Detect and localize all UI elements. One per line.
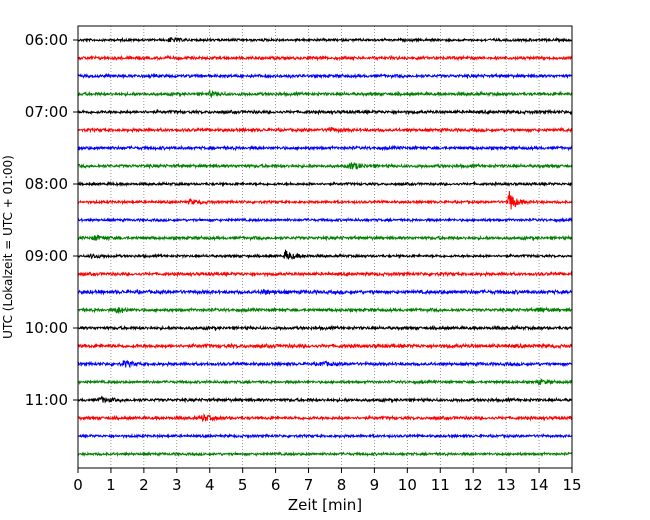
trace-line bbox=[77, 288, 573, 296]
trace-line bbox=[77, 342, 573, 350]
trace-line bbox=[77, 108, 573, 116]
x-tick-label: 5 bbox=[238, 476, 248, 494]
trace-line bbox=[77, 432, 573, 440]
trace-line bbox=[77, 306, 573, 314]
x-tick-label: 3 bbox=[172, 476, 182, 494]
x-tick-label: 12 bbox=[464, 476, 483, 494]
trace-line bbox=[77, 72, 573, 80]
trace-line bbox=[77, 190, 573, 210]
y-tick-label: 10:00 bbox=[25, 319, 68, 337]
trace-line bbox=[77, 126, 573, 134]
x-tick-label: 10 bbox=[398, 476, 417, 494]
trace-line bbox=[77, 324, 573, 332]
trace-line bbox=[77, 450, 573, 458]
x-tick-label: 8 bbox=[337, 476, 347, 494]
trace-line bbox=[77, 180, 573, 188]
trace-line bbox=[77, 162, 573, 170]
x-tick-label: 11 bbox=[431, 476, 450, 494]
y-tick-label: 11:00 bbox=[25, 391, 68, 409]
plot-frame bbox=[77, 25, 573, 469]
x-tick-label: 9 bbox=[370, 476, 380, 494]
trace-line bbox=[77, 249, 573, 261]
trace-line bbox=[77, 89, 573, 99]
y-tick-label: 09:00 bbox=[25, 247, 68, 265]
trace-line bbox=[77, 270, 573, 278]
trace-line bbox=[77, 234, 573, 242]
y-tick-label: 06:00 bbox=[25, 31, 68, 49]
trace-line bbox=[77, 413, 573, 423]
x-tick-label: 0 bbox=[73, 476, 83, 494]
y-axis-label: UTC (Lokalzeit = UTC + 01:00) bbox=[1, 155, 15, 339]
x-axis-label: Zeit [min] bbox=[288, 496, 362, 514]
x-tick-label: 15 bbox=[562, 476, 581, 494]
x-tick-label: 14 bbox=[530, 476, 549, 494]
x-tick-label: 2 bbox=[139, 476, 149, 494]
x-tick-label: 13 bbox=[497, 476, 516, 494]
trace-line bbox=[77, 54, 573, 62]
trace-line bbox=[77, 359, 573, 369]
x-tick-label: 6 bbox=[271, 476, 281, 494]
x-tick-label: 1 bbox=[106, 476, 116, 494]
y-tick-label: 08:00 bbox=[25, 175, 68, 193]
x-tick-label: 4 bbox=[205, 476, 215, 494]
trace-line bbox=[77, 377, 573, 386]
trace-line bbox=[77, 144, 573, 152]
trace-line bbox=[77, 36, 573, 44]
trace-line bbox=[77, 216, 573, 224]
y-axis-ticks: 06:00 07:00 08:00 09:00 10:00 11:00 bbox=[25, 31, 78, 409]
trace-line bbox=[77, 395, 573, 404]
y-tick-label: 07:00 bbox=[25, 103, 68, 121]
seismogram-traces bbox=[77, 36, 573, 458]
x-axis-ticks: 0 1 2 3 4 5 6 7 8 9 10 11 12 13 14 15 bbox=[73, 468, 582, 494]
x-tick-label: 7 bbox=[304, 476, 314, 494]
